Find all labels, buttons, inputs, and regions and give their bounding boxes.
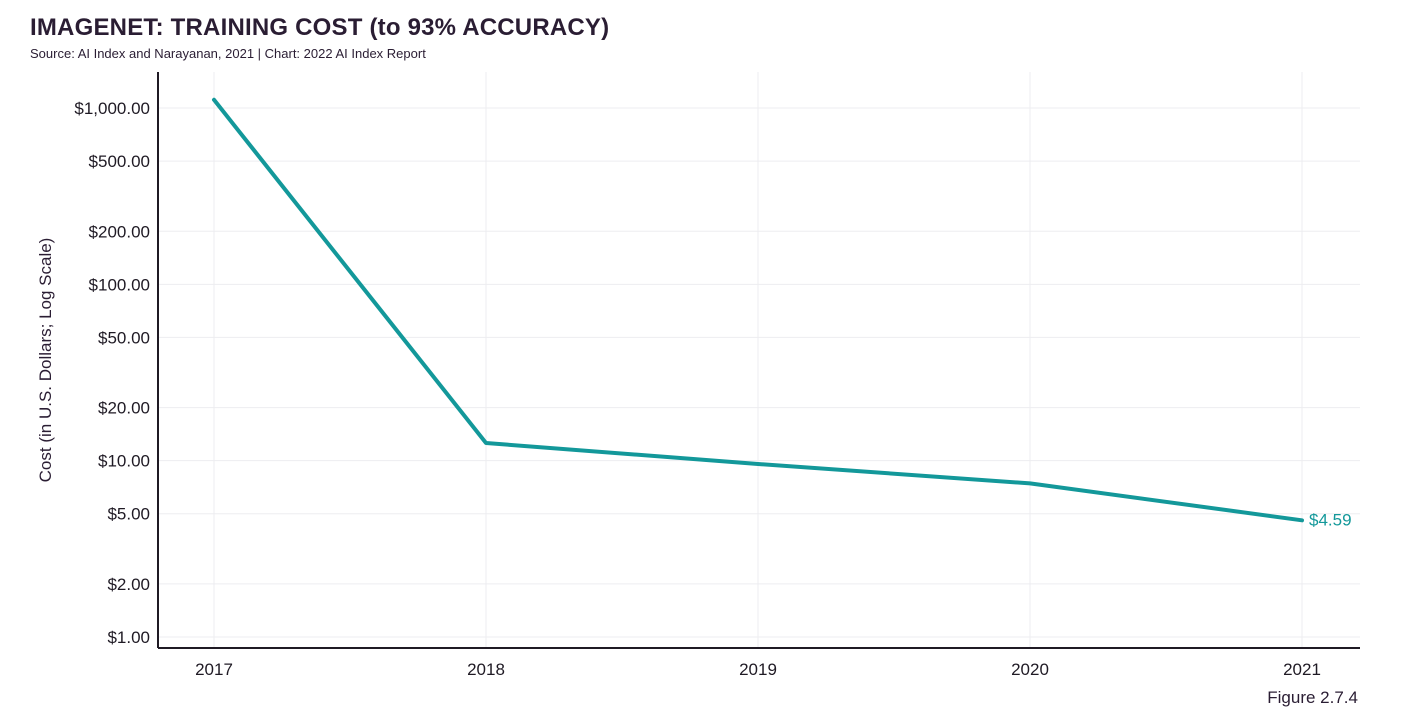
series [212, 97, 1304, 523]
y-tick-label: $10.00 [98, 452, 150, 471]
y-tick-label: $100.00 [89, 275, 150, 294]
x-tick-label: 2019 [739, 660, 777, 679]
x-tick-label: 2020 [1011, 660, 1049, 679]
y-tick-label: $5.00 [107, 505, 150, 524]
chart-title: IMAGENET: TRAINING COST (to 93% ACCURACY… [30, 14, 610, 41]
figure-label: Figure 2.7.4 [1267, 688, 1358, 707]
x-tick-label: 2018 [467, 660, 505, 679]
grid-lines [158, 72, 1360, 648]
y-tick-label: $1.00 [107, 628, 150, 647]
x-tick-label: 2021 [1283, 660, 1321, 679]
y-tick-label: $50.00 [98, 328, 150, 347]
y-tick-label: $200.00 [89, 222, 150, 241]
series-line [212, 97, 1304, 523]
y-tick-label: $1,000.00 [74, 99, 150, 118]
tick-labels: $1,000.00 $500.00 $200.00 $100.00 $50.00 $20.… [74, 99, 1321, 679]
axes [157, 72, 1360, 649]
y-tick-label: $20.00 [98, 399, 150, 418]
data-label: $4.59 [1309, 510, 1352, 529]
data-labels: $4.59 [1309, 510, 1352, 529]
y-tick-label: $2.00 [107, 575, 150, 594]
chart-subtitle: Source: AI Index and Narayanan, 2021 | C… [30, 46, 426, 61]
y-tick-label: $500.00 [89, 152, 150, 171]
x-tick-label: 2017 [195, 660, 233, 679]
